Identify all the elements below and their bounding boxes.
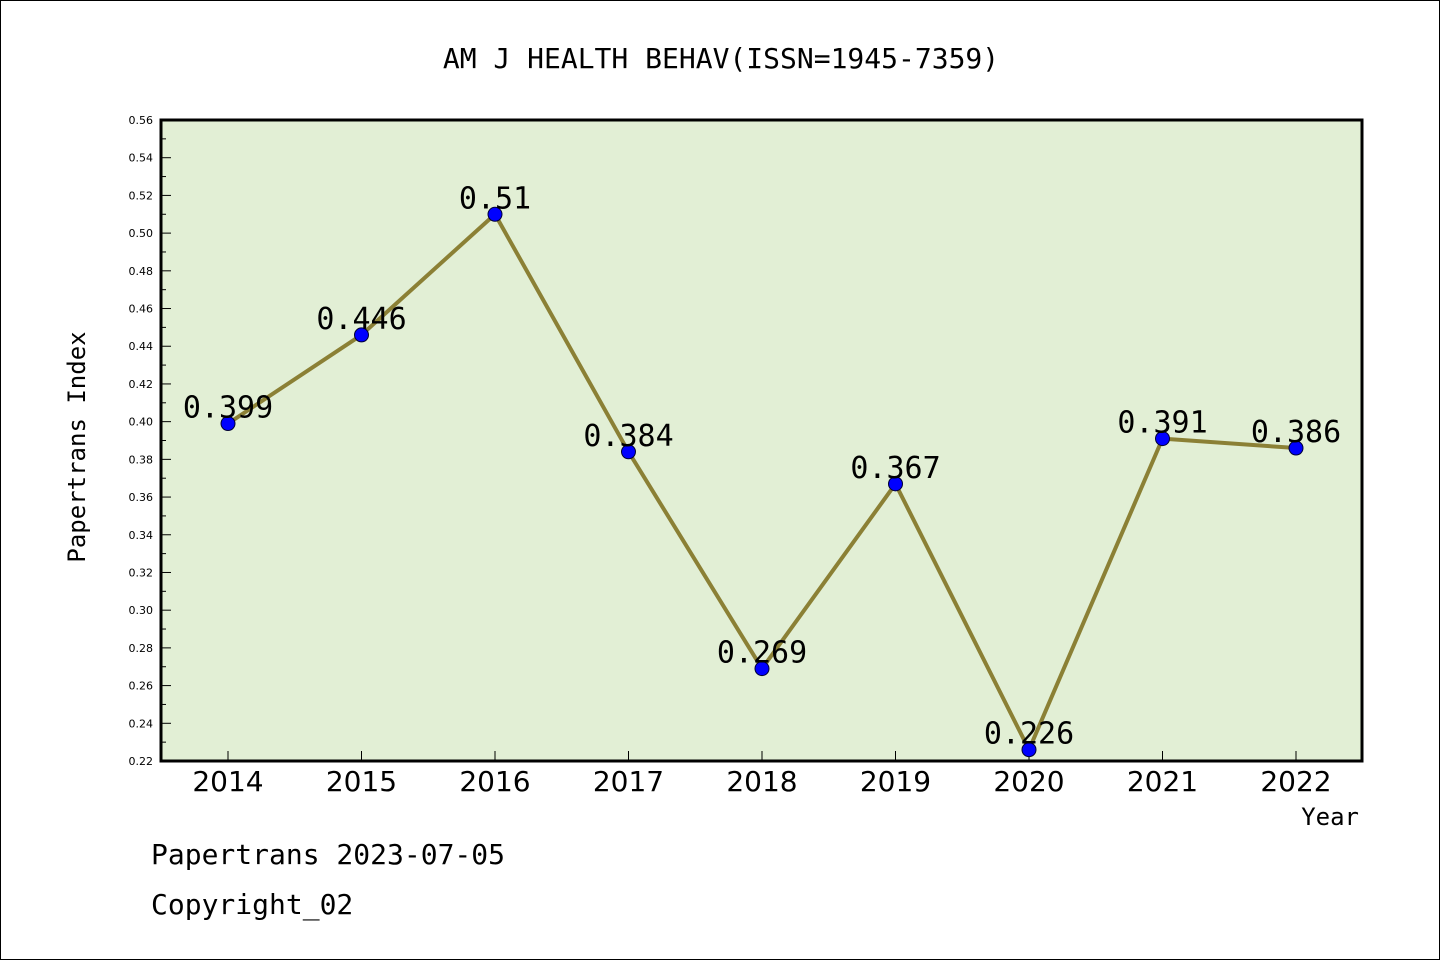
- y-tick-label: 0.26: [129, 680, 154, 693]
- data-point: [754, 661, 770, 677]
- data-label: 0.226: [984, 717, 1074, 752]
- data-label: 0.399: [183, 391, 273, 426]
- data-point: [487, 206, 503, 222]
- x-tick-label: 2016: [459, 765, 530, 798]
- y-tick-label: 0.34: [129, 529, 154, 542]
- y-tick-label: 0.40: [129, 416, 154, 429]
- chart-title: AM J HEALTH BEHAV(ISSN=1945-7359): [443, 42, 999, 75]
- y-axis-title: Papertrans Index: [63, 331, 91, 562]
- y-tick-label: 0.28: [129, 642, 154, 655]
- data-label: 0.446: [316, 302, 406, 337]
- y-tick-label: 0.30: [129, 604, 154, 617]
- x-axis-title: Year: [1301, 803, 1359, 831]
- data-point: [888, 476, 903, 492]
- data-label: 0.367: [850, 451, 940, 486]
- data-labels: 0.399 0.446 0.51 0.384 0.269 0.367 0.226 0.391 0…: [183, 181, 1341, 751]
- data-point: [220, 416, 236, 432]
- x-tick-label: 2021: [1127, 765, 1198, 798]
- x-tick-label: 2020: [993, 765, 1064, 798]
- x-tick-label: 2018: [726, 765, 797, 798]
- x-tick-label: 2019: [860, 765, 931, 798]
- data-point: [1288, 440, 1304, 456]
- footer-copyright-text: Copyright_02: [151, 888, 353, 922]
- x-tick-label: 2017: [593, 765, 664, 798]
- y-tick-label: 0.52: [129, 189, 154, 202]
- data-point: [621, 444, 636, 460]
- y-tick-label: 0.36: [129, 491, 154, 504]
- data-label: 0.386: [1251, 415, 1341, 450]
- y-tick-label: 0.48: [129, 265, 154, 278]
- x-tick-label: 2015: [326, 765, 397, 798]
- x-tick-label: 2014: [192, 765, 263, 798]
- data-label: 0.51: [459, 181, 531, 216]
- data-label: 0.269: [717, 636, 807, 671]
- y-tick-label: 0.24: [129, 717, 154, 730]
- data-label: 0.384: [583, 419, 673, 454]
- y-tick-label: 0.46: [129, 303, 154, 316]
- y-tick-label: 0.42: [129, 378, 154, 391]
- y-tick-label: 0.22: [129, 755, 154, 768]
- y-axis-ticks: 0.22 0.24 0.26 0.28 0.30 0.32 0.34 0.36 0.38 0.40…: [129, 114, 171, 768]
- y-tick-label: 0.38: [129, 453, 154, 466]
- footer-date-text: Papertrans 2023-07-05: [151, 838, 505, 871]
- y-tick-label: 0.56: [129, 114, 154, 127]
- data-label: 0.391: [1117, 406, 1207, 441]
- data-markers: [220, 206, 1304, 758]
- data-point: [1155, 431, 1170, 447]
- x-tick-label: 2022: [1260, 765, 1331, 798]
- data-point: [1021, 742, 1037, 758]
- y-tick-label: 0.44: [129, 340, 154, 353]
- x-axis-ticks: 2014 2015 2016 2017 2018 2019 2020 2021 2022: [192, 751, 1332, 798]
- y-tick-label: 0.50: [129, 227, 154, 240]
- y-tick-label: 0.32: [129, 566, 154, 579]
- data-point: [354, 327, 369, 343]
- y-tick-label: 0.54: [129, 152, 154, 165]
